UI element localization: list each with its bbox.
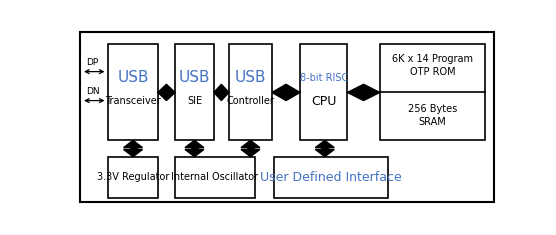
Polygon shape [130, 148, 137, 149]
Text: 3.3V Regulator: 3.3V Regulator [97, 172, 169, 183]
Polygon shape [191, 148, 198, 149]
Bar [229, 44, 272, 140]
Text: User Defined Interface: User Defined Interface [260, 171, 402, 184]
Text: DN: DN [86, 87, 100, 96]
Bar [300, 44, 348, 140]
Text: USB: USB [117, 70, 149, 86]
Text: SIE: SIE [187, 97, 202, 106]
Bar [380, 44, 485, 140]
Polygon shape [241, 149, 260, 157]
Text: Transceiver: Transceiver [105, 97, 161, 106]
Text: SRAM: SRAM [419, 117, 446, 127]
Text: 256 Bytes: 256 Bytes [408, 104, 457, 114]
Text: Controller: Controller [226, 97, 275, 106]
Polygon shape [348, 84, 364, 101]
Polygon shape [185, 149, 204, 157]
Bar [175, 44, 214, 140]
Polygon shape [286, 84, 300, 101]
Text: OTP ROM: OTP ROM [410, 67, 455, 77]
Bar [274, 157, 389, 198]
Bar [175, 157, 255, 198]
Polygon shape [221, 84, 229, 101]
Text: CPU: CPU [311, 95, 336, 108]
Polygon shape [315, 149, 334, 157]
Polygon shape [123, 140, 142, 148]
Polygon shape [315, 140, 334, 148]
Bar [108, 157, 158, 198]
Text: 6K x 14 Program: 6K x 14 Program [392, 54, 473, 63]
Text: DP: DP [86, 58, 98, 67]
Polygon shape [364, 84, 380, 101]
Polygon shape [185, 140, 204, 148]
Polygon shape [158, 84, 166, 101]
Polygon shape [123, 149, 142, 157]
Polygon shape [272, 84, 286, 101]
Text: USB: USB [235, 70, 266, 86]
Polygon shape [247, 148, 254, 149]
Text: Internal Oscillator: Internal Oscillator [171, 172, 259, 183]
Text: 8-bit RISC: 8-bit RISC [300, 73, 348, 83]
Text: USB: USB [178, 70, 210, 86]
Bar [108, 44, 158, 140]
Polygon shape [166, 84, 175, 101]
Polygon shape [321, 148, 328, 149]
Polygon shape [214, 84, 221, 101]
Polygon shape [241, 140, 260, 148]
